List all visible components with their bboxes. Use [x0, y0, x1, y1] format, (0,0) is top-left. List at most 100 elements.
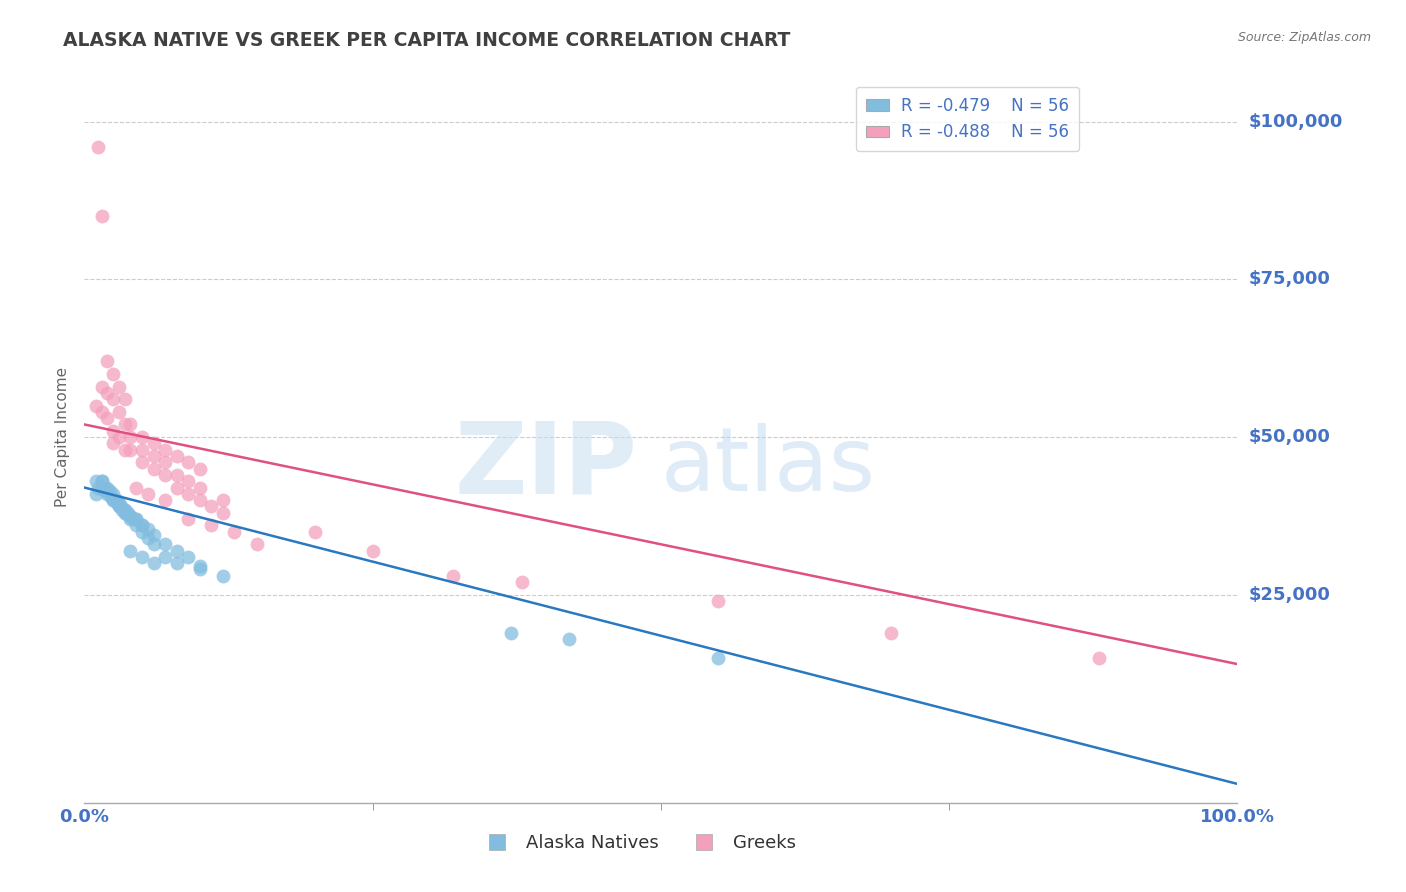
Point	[90, 379, 112, 393]
Point	[136, 521, 159, 535]
Point	[114, 506, 136, 520]
Point	[142, 436, 165, 450]
Text: ZIP: ZIP	[456, 417, 638, 515]
Point	[153, 467, 176, 482]
Point	[94, 481, 117, 495]
Point	[188, 493, 211, 508]
Point	[103, 424, 124, 438]
Point	[105, 493, 128, 508]
Point	[177, 455, 200, 469]
Point	[120, 442, 142, 457]
Point	[114, 506, 136, 520]
Point	[142, 449, 165, 463]
Point	[153, 493, 176, 508]
Legend: Alaska Natives, Greeks: Alaska Natives, Greeks	[472, 827, 803, 860]
Point	[96, 411, 118, 425]
Point	[211, 506, 233, 520]
Point	[131, 524, 153, 539]
Point	[103, 493, 124, 508]
Point	[131, 549, 153, 564]
Point	[441, 569, 464, 583]
Point	[103, 487, 124, 501]
Point	[166, 556, 188, 570]
Point	[103, 367, 124, 381]
Point	[224, 524, 246, 539]
Point	[120, 543, 142, 558]
Point	[125, 518, 148, 533]
Point	[87, 140, 110, 154]
Point	[142, 537, 165, 551]
Point	[100, 490, 122, 504]
Point	[131, 442, 153, 457]
Point	[105, 496, 128, 510]
Point	[153, 455, 176, 469]
Point	[90, 405, 112, 419]
Text: Source: ZipAtlas.com: Source: ZipAtlas.com	[1237, 31, 1371, 45]
Point	[707, 594, 730, 608]
Point	[90, 474, 112, 488]
Point	[108, 405, 131, 419]
Point	[200, 500, 222, 514]
Point	[131, 430, 153, 444]
Point	[166, 467, 188, 482]
Point	[136, 487, 159, 501]
Point	[108, 500, 131, 514]
Point	[96, 386, 118, 401]
Point	[177, 512, 200, 526]
Point	[177, 487, 200, 501]
Point	[880, 625, 903, 640]
Point	[125, 512, 148, 526]
Point	[98, 483, 121, 498]
Point	[114, 502, 136, 516]
Point	[211, 493, 233, 508]
Point	[108, 379, 131, 393]
Point	[361, 543, 384, 558]
Point	[304, 524, 326, 539]
Text: $75,000: $75,000	[1249, 270, 1330, 288]
Point	[200, 518, 222, 533]
Point	[188, 461, 211, 475]
Y-axis label: Per Capita Income: Per Capita Income	[55, 367, 70, 508]
Point	[110, 500, 132, 514]
Point	[117, 506, 139, 520]
Point	[142, 556, 165, 570]
Point	[125, 481, 148, 495]
Point	[90, 210, 112, 224]
Point	[131, 518, 153, 533]
Point	[108, 500, 131, 514]
Point	[188, 481, 211, 495]
Point	[90, 481, 112, 495]
Point	[103, 436, 124, 450]
Point	[108, 430, 131, 444]
Point	[84, 487, 107, 501]
Point	[125, 512, 148, 526]
Point	[96, 354, 118, 368]
Point	[120, 508, 142, 523]
Point	[246, 537, 269, 551]
Point	[188, 559, 211, 574]
Point	[111, 502, 134, 516]
Point	[103, 392, 124, 407]
Point	[90, 474, 112, 488]
Point	[136, 531, 159, 545]
Point	[96, 481, 118, 495]
Text: atlas: atlas	[661, 423, 876, 510]
Point	[1088, 650, 1111, 665]
Point	[84, 399, 107, 413]
Point	[557, 632, 579, 646]
Point	[166, 543, 188, 558]
Point	[114, 502, 136, 516]
Point	[114, 417, 136, 432]
Point	[166, 449, 188, 463]
Point	[211, 569, 233, 583]
Point	[120, 430, 142, 444]
Point	[142, 528, 165, 542]
Point	[166, 481, 188, 495]
Point	[512, 575, 534, 590]
Point	[499, 625, 522, 640]
Point	[94, 483, 117, 498]
Point	[177, 549, 200, 564]
Point	[121, 512, 143, 526]
Text: $50,000: $50,000	[1249, 428, 1330, 446]
Text: $25,000: $25,000	[1249, 586, 1330, 604]
